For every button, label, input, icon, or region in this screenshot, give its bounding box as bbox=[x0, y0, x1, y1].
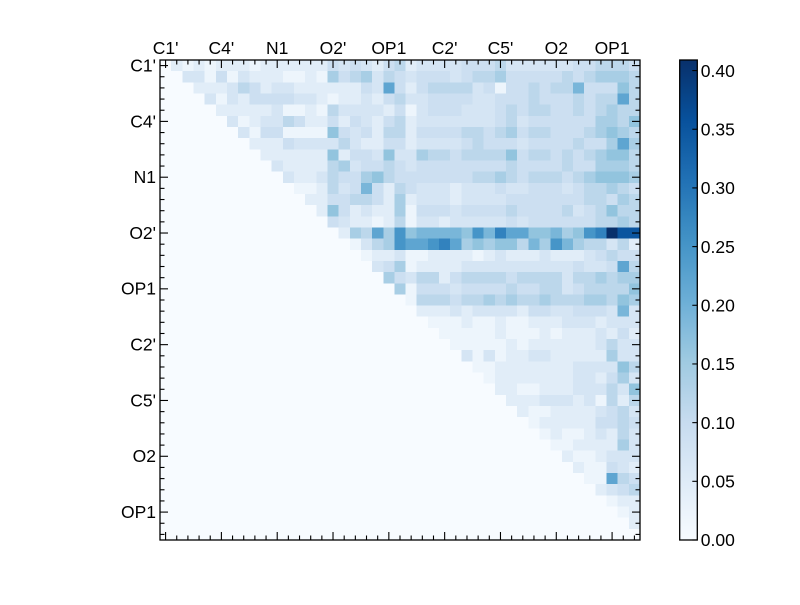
svg-text:C2': C2' bbox=[130, 335, 156, 355]
svg-text:C1': C1' bbox=[130, 55, 156, 75]
svg-text:0.20: 0.20 bbox=[701, 295, 735, 315]
svg-text:O2': O2' bbox=[320, 38, 347, 58]
svg-text:0.35: 0.35 bbox=[701, 119, 735, 139]
svg-text:C5': C5' bbox=[488, 38, 514, 58]
svg-text:0.30: 0.30 bbox=[701, 178, 735, 198]
svg-text:0.15: 0.15 bbox=[701, 354, 735, 374]
svg-text:N1: N1 bbox=[134, 167, 156, 187]
svg-text:O2: O2 bbox=[133, 446, 156, 466]
svg-text:C5': C5' bbox=[130, 390, 156, 410]
svg-text:C2': C2' bbox=[432, 38, 458, 58]
svg-text:C4': C4' bbox=[209, 38, 235, 58]
svg-text:0.25: 0.25 bbox=[701, 237, 735, 257]
svg-text:OP1: OP1 bbox=[371, 38, 406, 58]
svg-text:OP1: OP1 bbox=[595, 38, 630, 58]
svg-text:OP1: OP1 bbox=[121, 502, 156, 522]
svg-text:N1: N1 bbox=[266, 38, 288, 58]
svg-text:C1': C1' bbox=[153, 38, 179, 58]
svg-text:OP1: OP1 bbox=[121, 279, 156, 299]
svg-text:C4': C4' bbox=[130, 111, 156, 131]
svg-text:0.00: 0.00 bbox=[701, 530, 735, 550]
svg-text:O2': O2' bbox=[129, 223, 156, 243]
svg-text:O2: O2 bbox=[545, 38, 568, 58]
svg-text:0.10: 0.10 bbox=[701, 413, 735, 433]
svg-text:0.05: 0.05 bbox=[701, 472, 735, 492]
svg-text:0.40: 0.40 bbox=[701, 61, 735, 81]
